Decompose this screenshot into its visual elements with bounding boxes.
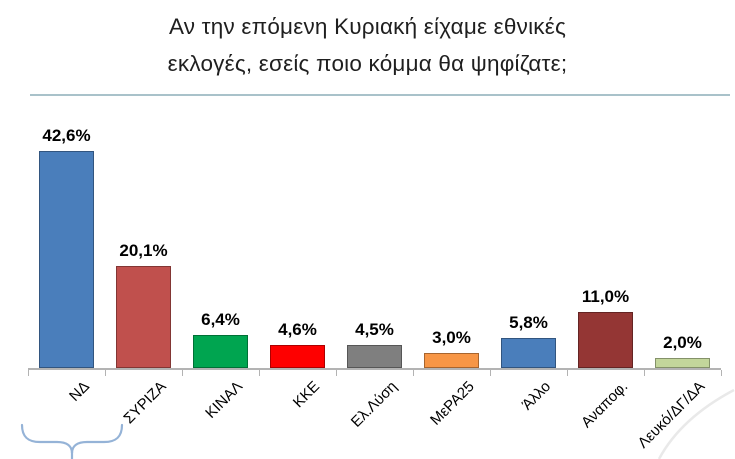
category-label: Ελ.Λύση <box>347 378 401 431</box>
category-label: ΣΥΡΙΖΑ <box>120 378 170 428</box>
bar <box>39 151 94 368</box>
plot-area: 42,6% 20,1% 6,4% 4,6% 4,5% 3,0% 5,8% 11,0% 2,0% <box>28 120 722 376</box>
category-label: Αναποφ. <box>578 378 632 432</box>
category-label: ΚΚΕ <box>290 378 324 412</box>
category-label: ΜεΡΑ25 <box>426 378 478 429</box>
axis-tick <box>721 370 722 376</box>
axis-tick <box>105 370 106 376</box>
value-label: 4,5% <box>355 320 394 339</box>
axis-tick <box>182 370 183 376</box>
axis-tick <box>567 370 568 376</box>
bar <box>655 358 710 368</box>
value-label: 3,0% <box>432 328 471 347</box>
category-axis-labels: ΝΔ ΣΥΡΙΖΑ ΚΙΝΑΛ ΚΚΕ Ελ.Λύση ΜεΡΑ25 Άλλο Αναποφ.… <box>28 372 721 459</box>
chart-title: Αν την επόμενη Κυριακή είχαμε εθνικές εκ… <box>167 14 568 76</box>
value-label: 5,8% <box>509 313 548 332</box>
bar <box>501 338 556 368</box>
category-label: ΝΔ <box>65 378 93 405</box>
category-label: ΚΙΝΑΛ <box>202 378 247 422</box>
bar <box>347 345 402 368</box>
value-label: 6,4% <box>201 310 240 329</box>
watermark-arc <box>657 388 735 459</box>
axis-tick <box>259 370 260 376</box>
bar <box>424 353 479 368</box>
axis-tick <box>336 370 337 376</box>
title-divider <box>30 94 730 96</box>
axis-tick <box>413 370 414 376</box>
value-label: 20,1% <box>119 241 168 260</box>
bar <box>193 335 248 368</box>
value-label: 11,0% <box>581 287 630 306</box>
bar <box>270 345 325 368</box>
brace-annotation <box>20 423 124 459</box>
category-label: Άλλο <box>519 378 555 414</box>
bar <box>116 266 171 368</box>
value-label: 42,6% <box>42 126 91 145</box>
value-label: 2,0% <box>663 333 702 352</box>
axis-tick <box>644 370 645 376</box>
value-label: 4,6% <box>278 320 317 339</box>
bar <box>578 312 633 368</box>
axis-tick <box>28 370 29 376</box>
axis-tick <box>490 370 491 376</box>
